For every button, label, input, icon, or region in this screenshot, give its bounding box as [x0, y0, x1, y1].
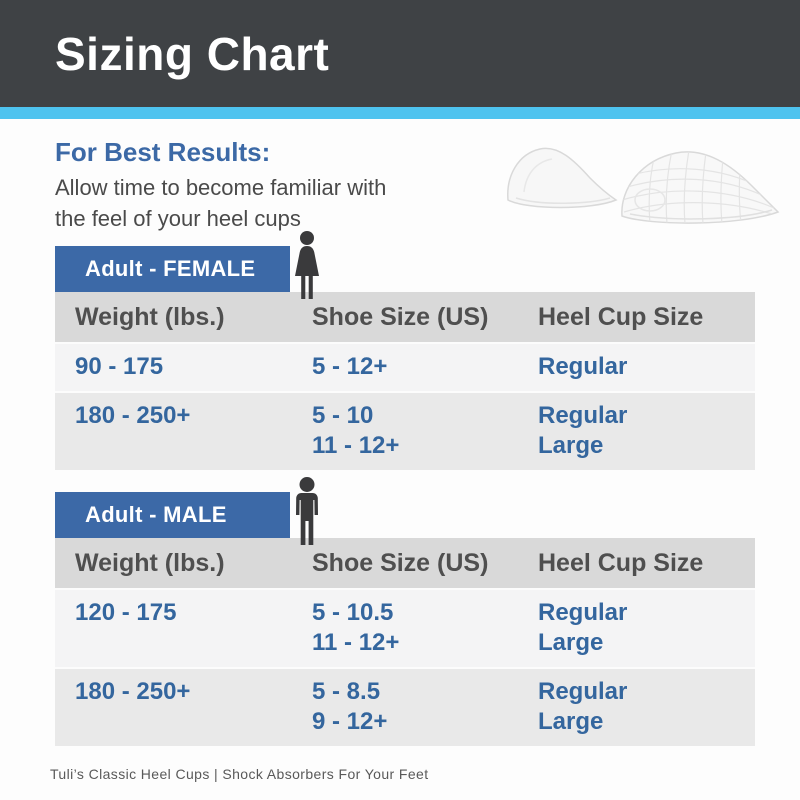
column-header-weight: Weight (lbs.) [55, 538, 292, 589]
table-row: 180 - 250+ 5 - 8.5 9 - 12+ Regular Large [55, 667, 755, 746]
page-title: Sizing Chart [55, 28, 330, 80]
column-header-heel-cup-size: Heel Cup Size [518, 292, 755, 343]
cell-weight: 120 - 175 [55, 588, 292, 668]
header-banner: Sizing Chart [0, 0, 800, 107]
table-row: 180 - 250+ 5 - 10 11 - 12+ Regular Large [55, 391, 755, 470]
sizing-table-female: Weight (lbs.) Shoe Size (US) Heel Cup Si… [55, 292, 755, 470]
cell-weight: 180 - 250+ [55, 667, 292, 746]
table-header-row: Weight (lbs.) Shoe Size (US) Heel Cup Si… [55, 538, 755, 589]
cell-shoe-size: 5 - 10.5 11 - 12+ [292, 588, 518, 668]
intro-heading: For Best Results: [55, 137, 271, 167]
heel-cups-photo [500, 124, 790, 229]
accent-stripe [0, 107, 800, 119]
sizing-table-male: Weight (lbs.) Shoe Size (US) Heel Cup Si… [55, 538, 755, 746]
intro-body: Allow time to become familiar with the f… [55, 175, 387, 231]
female-figure-icon [287, 231, 327, 303]
cell-heel-cup-size: Regular Large [518, 391, 755, 470]
section-banner-male: Adult - MALE [55, 492, 290, 538]
column-header-weight: Weight (lbs.) [55, 292, 292, 343]
page-root: Sizing Chart For Best Results: Allow tim… [0, 0, 800, 782]
cell-shoe-size: 5 - 12+ [292, 342, 518, 392]
table-header-row: Weight (lbs.) Shoe Size (US) Heel Cup Si… [55, 292, 755, 343]
male-banner-row: Adult - MALE [55, 477, 755, 545]
column-header-shoe-size: Shoe Size (US) [292, 292, 518, 343]
female-banner-row: Adult - FEMALE [55, 231, 755, 299]
cell-heel-cup-size: Regular Large [518, 667, 755, 746]
column-header-shoe-size: Shoe Size (US) [292, 538, 518, 589]
cell-weight: 90 - 175 [55, 342, 292, 392]
content-area: For Best Results: Allow time to become f… [0, 119, 800, 746]
section-female: Adult - FEMALE Weight (lbs.) Shoe Size (… [55, 231, 755, 470]
cell-shoe-size: 5 - 8.5 9 - 12+ [292, 667, 518, 746]
table-row: 120 - 175 5 - 10.5 11 - 12+ Regular Larg… [55, 588, 755, 668]
column-header-heel-cup-size: Heel Cup Size [518, 538, 755, 589]
cell-shoe-size: 5 - 10 11 - 12+ [292, 391, 518, 470]
cell-heel-cup-size: Regular Large [518, 588, 755, 668]
male-figure-icon [287, 477, 327, 551]
section-banner-female: Adult - FEMALE [55, 246, 290, 292]
footer-text: Tuli’s Classic Heel Cups | Shock Absorbe… [50, 766, 429, 782]
cell-heel-cup-size: Regular [518, 342, 755, 392]
table-row: 90 - 175 5 - 12+ Regular [55, 342, 755, 392]
cell-weight: 180 - 250+ [55, 391, 292, 470]
section-male: Adult - MALE Weight (lbs.) Shoe Size (US… [55, 477, 755, 746]
